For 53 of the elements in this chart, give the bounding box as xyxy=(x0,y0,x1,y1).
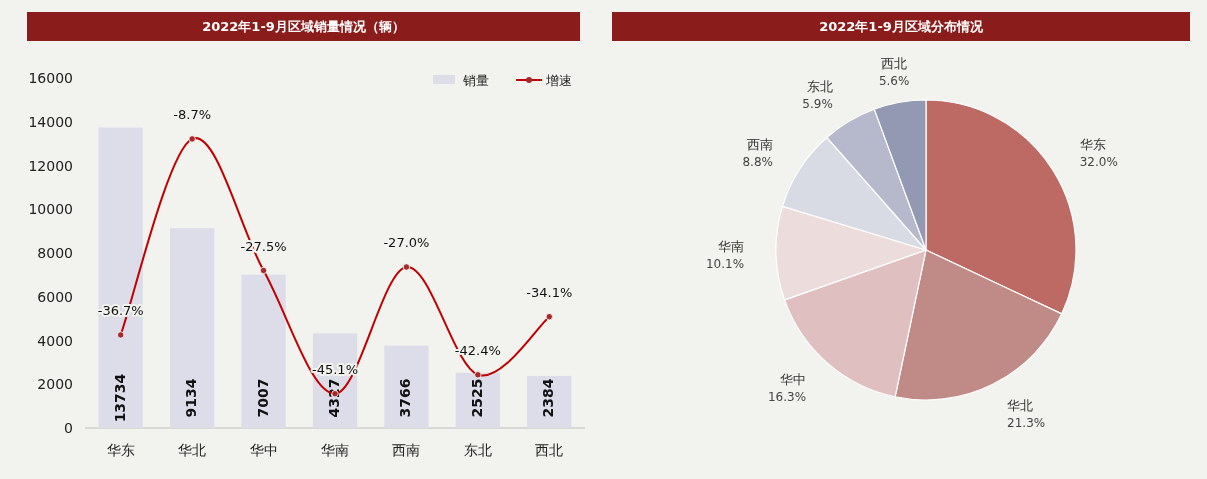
legend-label: 增速 xyxy=(545,73,572,88)
data-label: 9134 xyxy=(183,378,200,418)
x-tick-label: 东北 xyxy=(463,442,492,458)
x-tick-label: 西南 xyxy=(392,442,421,458)
slice-label: 华北 xyxy=(1007,397,1034,413)
data-label: 13734 xyxy=(111,373,128,423)
y-tick-label: 8000 xyxy=(37,245,73,261)
y-tick-label: 0 xyxy=(64,420,73,436)
y-tick-label: 10000 xyxy=(28,201,73,218)
point xyxy=(188,135,196,143)
data-label: -34.1% xyxy=(526,284,573,300)
slice-label: 西北 xyxy=(881,55,908,71)
point xyxy=(545,313,553,321)
bar xyxy=(98,127,143,428)
x-tick-label: 华中 xyxy=(249,442,278,458)
slice-label: 华南 xyxy=(718,239,745,254)
slice-label: 西南 xyxy=(746,136,773,152)
data-label: 21.3% xyxy=(1007,415,1046,430)
data-label: 3766 xyxy=(397,378,414,418)
x-tick-label: 西北 xyxy=(535,442,564,458)
data-label: 5.6% xyxy=(878,73,910,88)
y-tick-label: 2000 xyxy=(37,376,73,393)
data-label: -8.7% xyxy=(173,106,211,122)
x-tick-label: 华南 xyxy=(321,442,349,458)
data-label: 32.0% xyxy=(1079,155,1118,170)
y-tick-label: 12000 xyxy=(28,157,73,174)
y-tick-label: 4000 xyxy=(37,332,73,349)
data-label: 16.3% xyxy=(767,389,807,404)
y-tick-label: 14000 xyxy=(28,113,73,130)
data-label: 2525 xyxy=(468,378,485,418)
y-tick-label: 6000 xyxy=(37,288,73,305)
legend-label: 销量 xyxy=(462,73,489,88)
slice-label: 华东 xyxy=(1079,137,1106,153)
bar xyxy=(170,228,215,428)
chart-title: 2022年1-9月区域分布情况 xyxy=(819,19,984,34)
point xyxy=(259,266,268,275)
data-label: 5.9% xyxy=(802,96,833,111)
data-label: -27.0% xyxy=(383,235,430,250)
data-label: 10.1% xyxy=(705,257,745,271)
point xyxy=(117,331,125,339)
slice-label: 华中 xyxy=(780,371,807,387)
y-tick-label: 16000 xyxy=(28,70,73,86)
data-label: 8.8% xyxy=(742,154,773,169)
bar xyxy=(241,274,286,428)
data-label: 7007 xyxy=(254,378,271,418)
slice-label: 东北 xyxy=(806,78,833,94)
point xyxy=(474,371,482,379)
point xyxy=(402,263,411,271)
chart-title: 2022年1-9月区域销量情况（辆） xyxy=(202,19,405,34)
bar xyxy=(384,345,429,428)
data-label: 2384 xyxy=(540,378,557,418)
x-tick-label: 华北 xyxy=(178,442,207,458)
x-tick-label: 华东 xyxy=(106,442,135,458)
